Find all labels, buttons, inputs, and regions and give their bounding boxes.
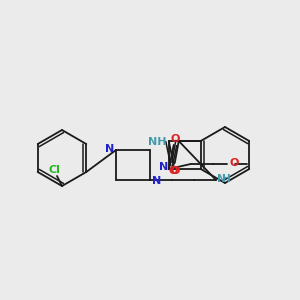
Text: O: O: [230, 158, 239, 168]
Text: Cl: Cl: [48, 165, 60, 175]
Text: NH: NH: [148, 137, 167, 147]
Text: N: N: [152, 176, 161, 186]
Text: O: O: [168, 166, 177, 176]
Text: N: N: [158, 162, 168, 172]
Text: O: O: [170, 166, 179, 176]
Text: H: H: [222, 174, 231, 184]
Text: O: O: [170, 134, 179, 144]
Text: N: N: [105, 144, 114, 154]
Text: N: N: [217, 174, 226, 184]
